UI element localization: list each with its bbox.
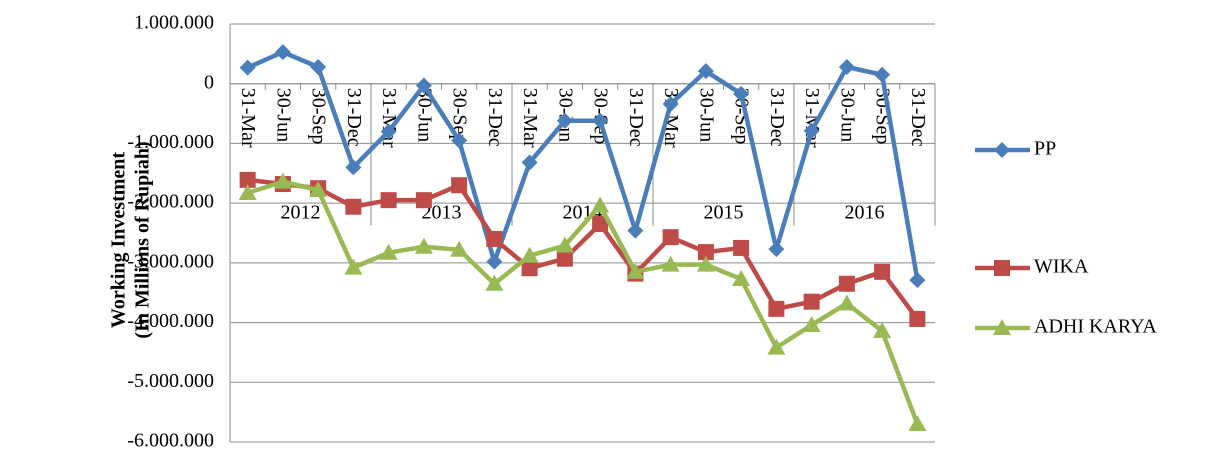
x-tick-label: 31-Dec: [907, 88, 929, 147]
x-tick-label: 30-Sep: [308, 88, 330, 145]
marker: [556, 112, 573, 129]
marker: [697, 244, 714, 261]
marker: [994, 260, 1010, 276]
marker: [238, 183, 257, 200]
marker: [274, 44, 291, 61]
marker: [661, 255, 680, 272]
marker: [592, 112, 609, 129]
series-line: [246, 49, 920, 281]
marker: [486, 253, 503, 270]
marker: [521, 260, 538, 277]
marker: [555, 236, 574, 253]
x-tick-label: 30-Jun: [413, 88, 435, 142]
marker: [450, 240, 469, 257]
marker: [626, 262, 645, 279]
x-group-label: 2012: [281, 201, 321, 223]
marker: [873, 321, 892, 338]
marker: [344, 258, 363, 275]
legend-label: PP: [1034, 138, 1056, 160]
y-tick-label: 1.000.000: [134, 12, 214, 34]
marker: [697, 63, 714, 80]
y-tick-label: -1.000.000: [127, 131, 214, 153]
marker: [768, 300, 785, 317]
marker: [451, 132, 468, 149]
marker: [309, 181, 328, 198]
marker: [662, 96, 679, 113]
marker: [732, 269, 751, 286]
marker: [803, 122, 820, 139]
marker: [380, 192, 397, 209]
x-tick-label: 31-Dec: [766, 88, 788, 147]
x-tick-label: 31-Dec: [343, 88, 365, 147]
marker: [485, 274, 504, 291]
marker: [838, 58, 855, 75]
legend-label: ADHI KARYA: [1034, 316, 1157, 338]
marker: [994, 142, 1010, 158]
legend-label: WIKA: [1034, 256, 1089, 278]
marker: [415, 192, 432, 209]
marker: [592, 216, 609, 233]
y-tick-label: -5.000.000: [127, 370, 214, 392]
marker: [909, 310, 926, 327]
marker: [556, 250, 573, 267]
y-axis-label: Working Investment: [108, 152, 130, 328]
marker: [345, 198, 362, 215]
marker: [380, 123, 397, 140]
x-tick-label: 30-Jun: [836, 88, 858, 142]
marker: [768, 241, 785, 258]
x-group-label: 2016: [845, 201, 885, 223]
marker: [627, 222, 644, 239]
y-tick-label: -3.000.000: [127, 250, 214, 272]
marker: [909, 272, 926, 289]
x-tick-label: 30-Jun: [695, 88, 717, 142]
marker: [874, 66, 891, 83]
x-group-label: 2015: [704, 201, 744, 223]
marker: [310, 58, 327, 75]
y-axis-label: (In Millions of Rupiah): [132, 141, 154, 338]
marker: [696, 255, 715, 272]
y-tick-label: 0: [204, 71, 214, 93]
marker: [837, 294, 856, 311]
x-tick-label: 31-Mar: [237, 88, 259, 148]
marker: [273, 172, 292, 189]
y-tick-label: -4.000.000: [127, 310, 214, 332]
x-tick-label: 30-Sep: [731, 88, 753, 145]
marker: [767, 338, 786, 355]
marker: [520, 246, 539, 263]
x-tick-label: 30-Jun: [272, 88, 294, 142]
marker: [415, 77, 432, 94]
marker: [662, 229, 679, 246]
marker: [733, 239, 750, 256]
marker: [239, 59, 256, 76]
x-tick-label: 31-Dec: [484, 88, 506, 147]
marker: [521, 154, 538, 171]
marker: [838, 275, 855, 292]
x-tick-label: 31-Mar: [519, 88, 541, 148]
marker: [802, 315, 821, 332]
y-tick-label: -6.000.000: [127, 430, 214, 452]
y-tick-label: -2.000.000: [127, 191, 214, 213]
marker: [239, 171, 256, 188]
marker: [379, 243, 398, 260]
marker: [993, 319, 1011, 335]
marker: [486, 230, 503, 247]
x-tick-label: 31-Dec: [625, 88, 647, 147]
marker: [414, 237, 433, 254]
marker: [733, 85, 750, 102]
marker: [908, 415, 927, 432]
marker: [451, 177, 468, 194]
marker: [591, 196, 610, 213]
marker: [345, 159, 362, 176]
marker: [874, 263, 891, 280]
marker: [803, 293, 820, 310]
